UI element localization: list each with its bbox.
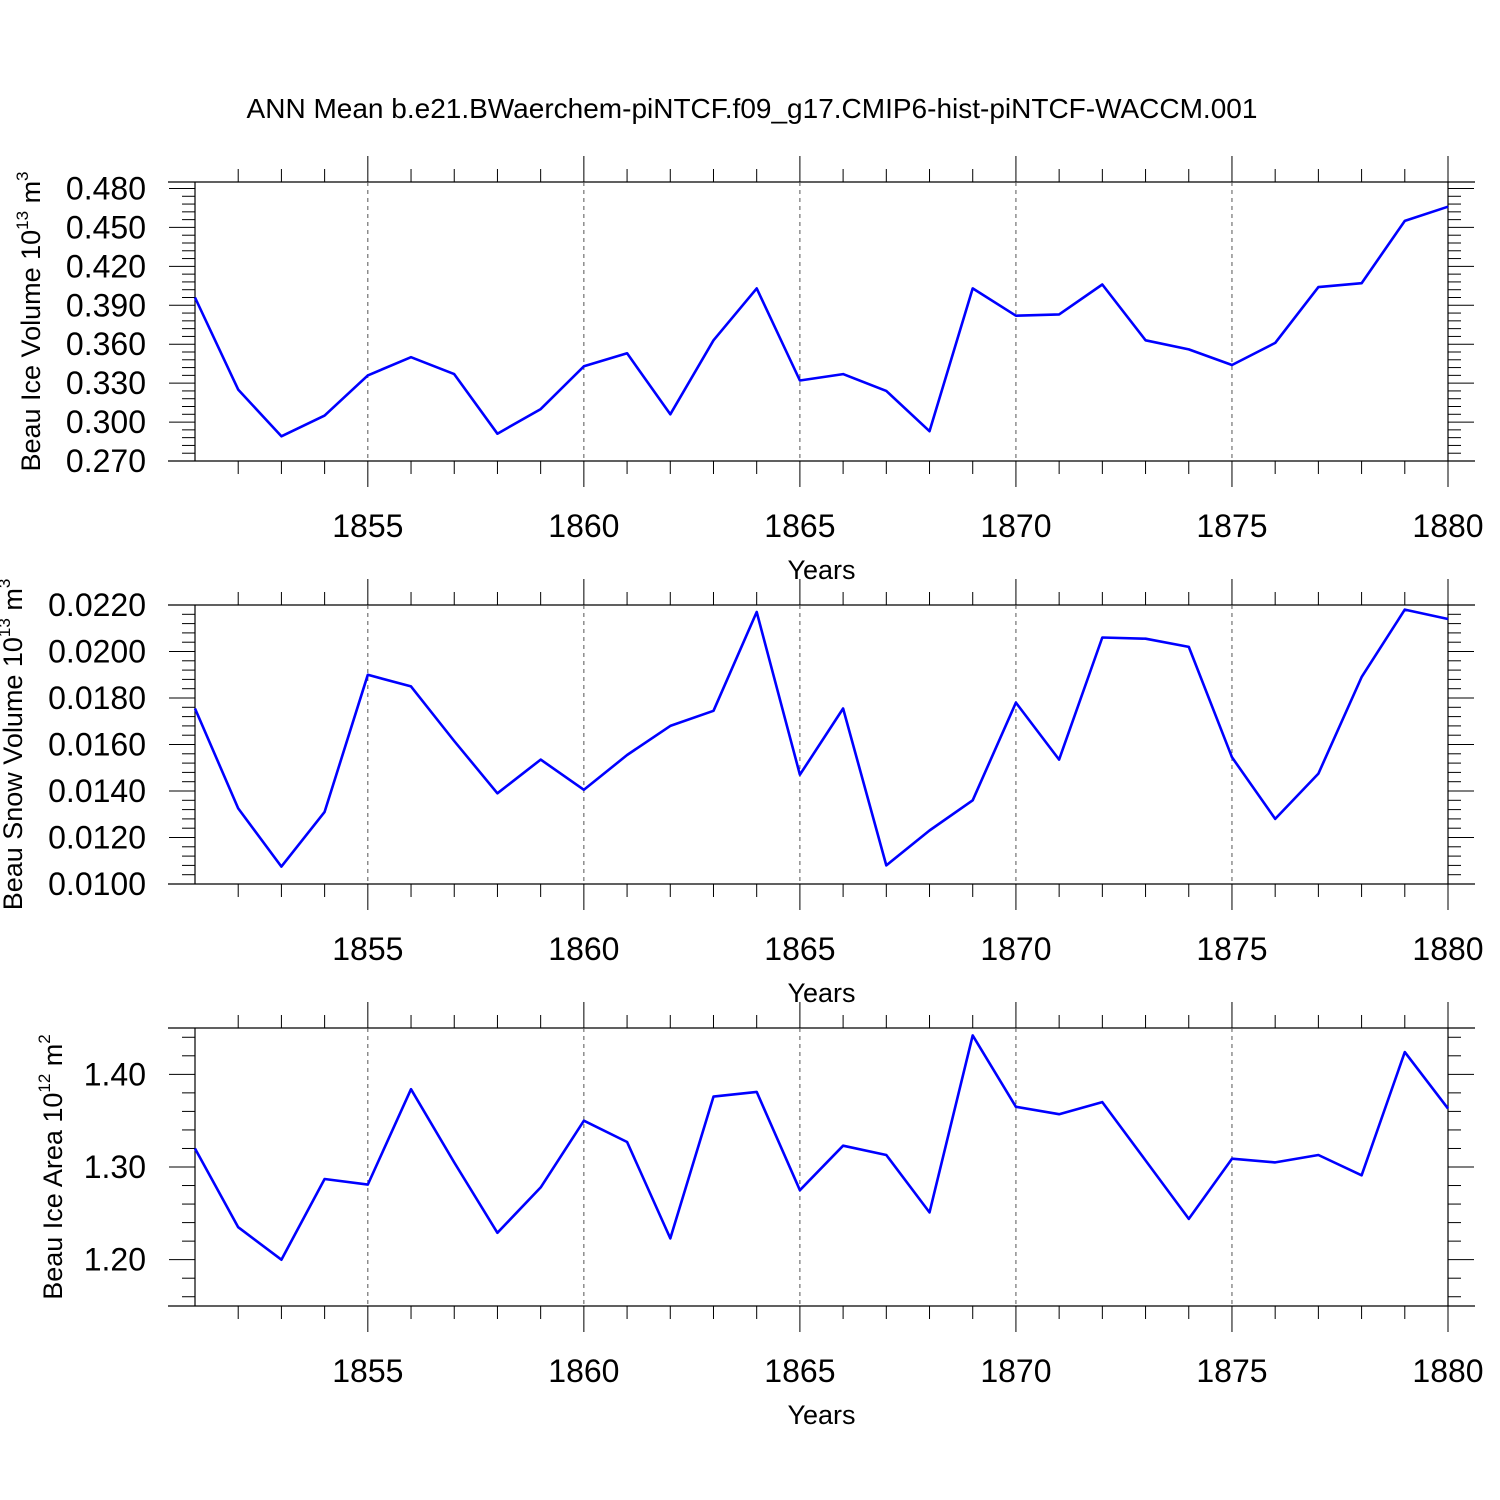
y-tick-label: 0.270 — [66, 443, 146, 479]
y-axis-label: Beau Ice Area 1012 m2 — [35, 1034, 68, 1300]
y-tick-label: 0.450 — [66, 209, 146, 245]
y-axis-label-exponent: 12 — [35, 1074, 54, 1093]
x-tick-label: 1865 — [764, 1353, 835, 1389]
series-line — [193, 1034, 1450, 1261]
x-tick-label: 1880 — [1412, 931, 1483, 967]
x-axis-label: Years — [787, 978, 855, 1008]
panels: 1855 1860 1865 1870 1875 1880Years0.2700.3000… — [0, 156, 1484, 1430]
x-tick-label: 1855 — [332, 931, 403, 967]
y-tick-label: 0.0120 — [48, 820, 146, 856]
y-axis-label-text: Beau Ice Area 10 — [38, 1093, 68, 1300]
y-axis-label: Beau Snow Volume 1013 m3 — [0, 579, 28, 911]
y-axis-label-unit-exponent: 2 — [35, 1034, 54, 1043]
x-axis-label: Years — [787, 1400, 855, 1430]
series-line — [193, 205, 1449, 438]
y-tick-label: 1.30 — [84, 1149, 146, 1185]
y-tick-label: 0.0200 — [48, 634, 146, 670]
y-axis-label-unit: m — [0, 588, 28, 618]
y-tick-label: 0.0220 — [48, 587, 146, 623]
y-axis-label-text: Beau Snow Volume 10 — [0, 637, 28, 910]
y-axis-label-text: Beau Ice Volume 10 — [16, 230, 46, 472]
x-tick-label: 1860 — [548, 508, 619, 544]
y-tick-label: 0.390 — [66, 287, 146, 323]
y-tick-label: 0.0160 — [48, 727, 146, 763]
x-tick-label: 1875 — [1196, 931, 1267, 967]
x-tick-label: 1865 — [764, 508, 835, 544]
y-tick-label: 0.0180 — [48, 680, 146, 716]
y-axis-label: Beau Ice Volume 1013 m3 — [13, 171, 46, 471]
y-tick-label: 0.330 — [66, 365, 146, 401]
x-tick-label: 1870 — [980, 1353, 1051, 1389]
x-tick-label: 1855 — [332, 1353, 403, 1389]
x-tick-label: 1860 — [548, 931, 619, 967]
y-axis-label-unit-exponent: 3 — [0, 579, 14, 588]
chart-panel-3: 1855 1860 1865 1870 1875 1880 Years 1.20 1.30 1.4… — [35, 1002, 1484, 1430]
y-tick-label: 1.20 — [84, 1242, 146, 1278]
y-tick-label: 0.0140 — [48, 773, 146, 809]
y-axis-label-unit: m — [38, 1044, 68, 1074]
x-tick-label: 1860 — [548, 1353, 619, 1389]
x-tick-label: 1870 — [980, 508, 1051, 544]
figure-title: ANN Mean b.e21.BWaerchem-piNTCF.f09_g17.… — [247, 93, 1258, 124]
y-axis-label-unit: m — [16, 181, 46, 211]
y-tick-label: 0.300 — [66, 404, 146, 440]
x-tick-label: 1855 — [332, 508, 403, 544]
x-tick-label: 1880 — [1412, 1353, 1483, 1389]
x-tick-label: 1875 — [1196, 508, 1267, 544]
chart-panel-1: 1855 1860 1865 1870 1875 1880Years0.2700.3000… — [13, 156, 1484, 585]
x-tick-label: 1875 — [1196, 1353, 1267, 1389]
x-tick-label: 1880 — [1412, 508, 1483, 544]
y-tick-label: 0.480 — [66, 170, 146, 206]
y-axis-label-exponent: 13 — [0, 618, 14, 637]
y-axis-label-unit-exponent: 3 — [13, 171, 32, 180]
y-tick-label: 1.40 — [84, 1056, 146, 1092]
y-tick-label: 0.420 — [66, 248, 146, 284]
y-tick-label: 0.360 — [66, 326, 146, 362]
chart-panel-2: 1855 1860 1865 1870 1875 1880 Years 0.0100 0.012… — [0, 579, 1484, 1008]
y-tick-label: 0.0100 — [48, 866, 146, 902]
x-tick-label: 1865 — [764, 931, 835, 967]
x-axis-label: Years — [787, 555, 855, 585]
x-tick-label: 1870 — [980, 931, 1051, 967]
series-line — [193, 608, 1449, 868]
y-axis-label-exponent: 13 — [13, 211, 32, 230]
